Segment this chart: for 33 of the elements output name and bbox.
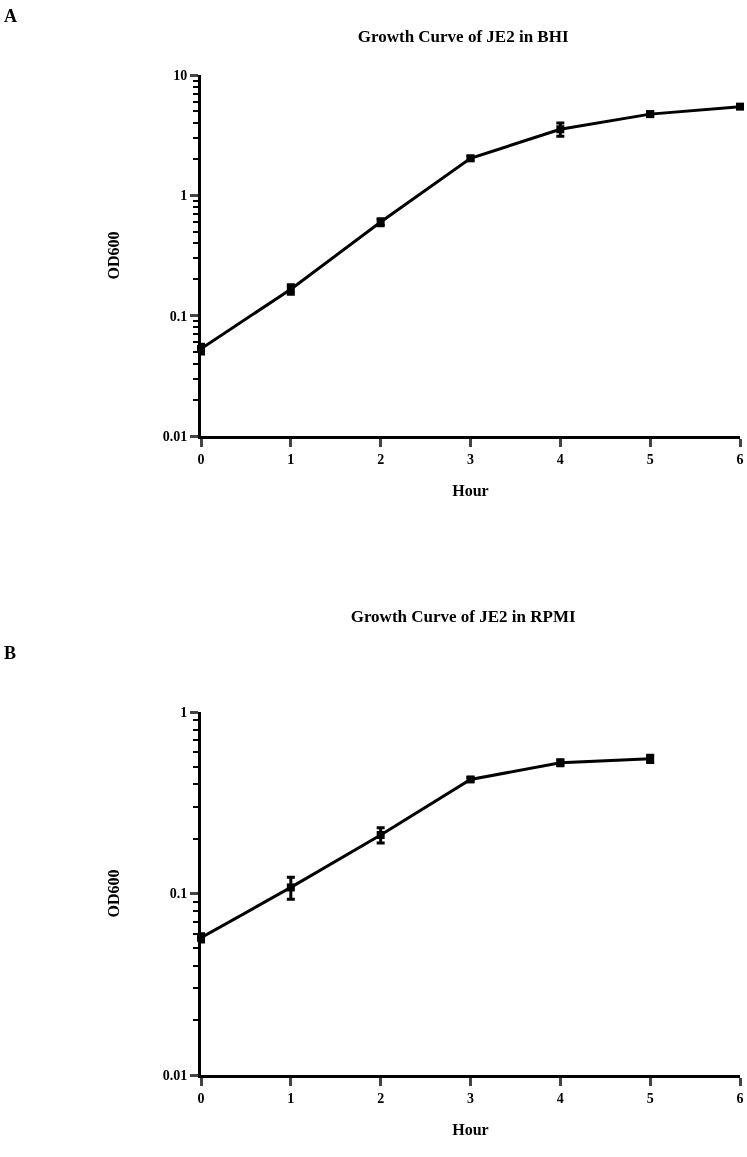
- x-tick-label: 0: [197, 451, 205, 467]
- point: [736, 102, 744, 111]
- x-axis-title: Hour: [452, 1121, 489, 1139]
- x-tick-label: 1: [287, 1090, 295, 1106]
- x-tick-label: 2: [377, 451, 385, 467]
- x-tick-label: 3: [467, 451, 474, 467]
- x-axis-title: Hour: [452, 482, 489, 500]
- y-tick-label: 1: [180, 704, 188, 720]
- x-tick-label: 6: [736, 451, 744, 467]
- y-tick-label: 0.01: [162, 428, 188, 444]
- x-tick-label: 5: [646, 451, 654, 467]
- y-tick-label: 10: [173, 67, 188, 83]
- x-tick-label: 4: [556, 451, 564, 467]
- y-axis-title: OD600: [104, 231, 122, 280]
- x-tick-label: 3: [467, 1090, 474, 1106]
- x-tick-label: 1: [287, 451, 295, 467]
- text: A: [4, 6, 17, 26]
- x-tick-label: 5: [646, 1090, 654, 1106]
- point: [556, 125, 565, 134]
- y-tick-label: 0.01: [162, 1067, 188, 1083]
- x-tick-label: 2: [377, 1090, 385, 1106]
- y-tick-label: 0.1: [169, 886, 188, 902]
- text: B: [4, 643, 17, 663]
- chart-title: Growth Curve of JE2 in BHI: [357, 26, 569, 46]
- x-tick-label: 6: [736, 1090, 744, 1106]
- y-axis-title: OD600: [104, 869, 122, 918]
- y-tick-label: 1: [180, 188, 188, 204]
- y-tick-label: 0.1: [169, 308, 188, 324]
- point: [376, 831, 385, 840]
- x-tick-label: 4: [556, 1090, 564, 1106]
- point: [286, 883, 295, 892]
- chart-title: Growth Curve of JE2 in RPMI: [350, 606, 576, 626]
- x-tick-label: 0: [197, 1090, 205, 1106]
